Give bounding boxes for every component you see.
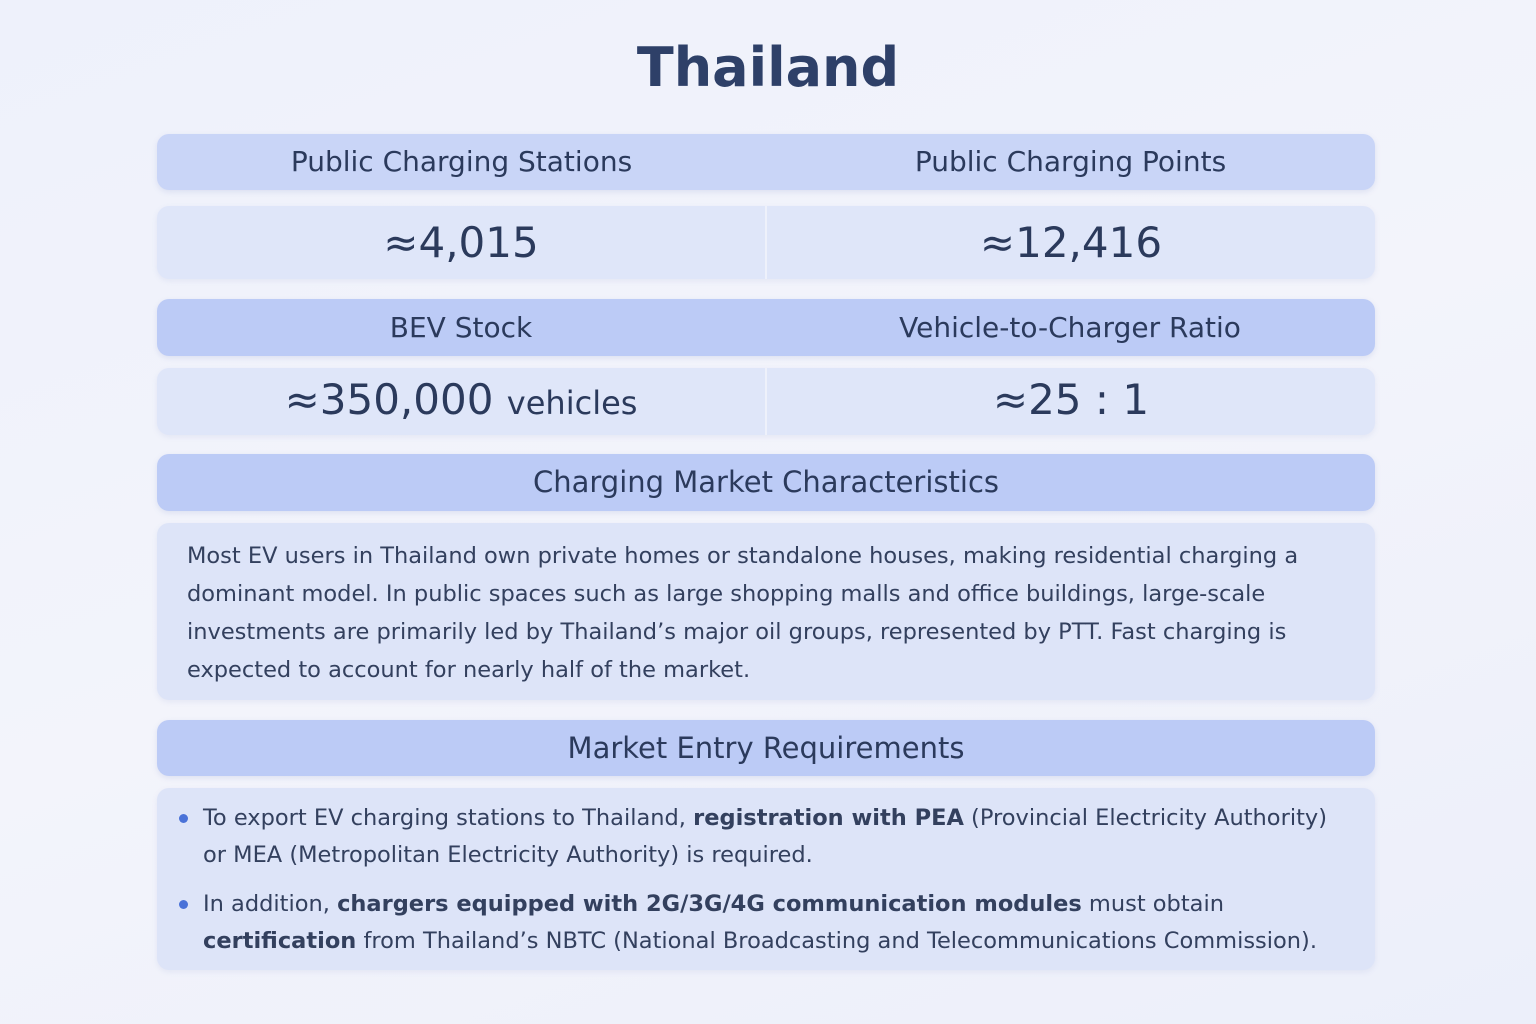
- bold-text: certification: [203, 928, 357, 954]
- stat-value-cell: ≈350,000 vehicles: [157, 368, 765, 435]
- text: must obtain: [1081, 891, 1224, 917]
- bold-text: registration with PEA: [693, 805, 964, 831]
- stat-header-row: Public Charging Stations Public Charging…: [157, 134, 1375, 190]
- stat-value-row: ≈350,000 vehicles ≈25 : 1: [157, 368, 1375, 435]
- stat-header: BEV Stock: [389, 311, 533, 344]
- text: (Provincial Electricity Authority) or ME…: [203, 805, 1327, 868]
- bullet: To export EV charging stations to Thaila…: [179, 800, 1345, 874]
- stat-value: ≈350,000: [284, 375, 494, 424]
- bold-text: chargers equipped with 2G/3G/4G communic…: [337, 891, 1082, 917]
- stat-value-row: ≈4,015 ≈12,416: [157, 206, 1375, 279]
- section-heading: Market Entry Requirements: [157, 720, 1375, 776]
- bullet: In addition, chargers equipped with 2G/3…: [179, 886, 1345, 960]
- bullet-list: To export EV charging stations to Thaila…: [157, 788, 1375, 960]
- paragraph: Most EV users in Thailand own private ho…: [157, 523, 1375, 700]
- text: from Thailand’s NBTC (National Broadcast…: [356, 928, 1317, 954]
- stat-header-row: BEV Stock Vehicle-to-Charger Ratio: [157, 299, 1375, 356]
- stat-value: ≈12,416: [765, 206, 1375, 279]
- bullet-box: To export EV charging stations to Thaila…: [157, 788, 1375, 970]
- stat-header: Public Charging Points: [914, 145, 1227, 178]
- stat-value: ≈4,015: [383, 218, 539, 267]
- text: In addition,: [203, 891, 338, 917]
- stat-header: Vehicle-to-Charger Ratio: [899, 311, 1241, 344]
- text: To export EV charging stations to Thaila…: [203, 805, 694, 831]
- section-heading: Charging Market Characteristics: [157, 454, 1375, 511]
- page-title: Thailand: [636, 36, 900, 99]
- stat-value: ≈25 : 1: [765, 368, 1375, 435]
- stat-header: Public Charging Stations: [290, 145, 633, 178]
- stat-unit: vehicles: [506, 384, 638, 422]
